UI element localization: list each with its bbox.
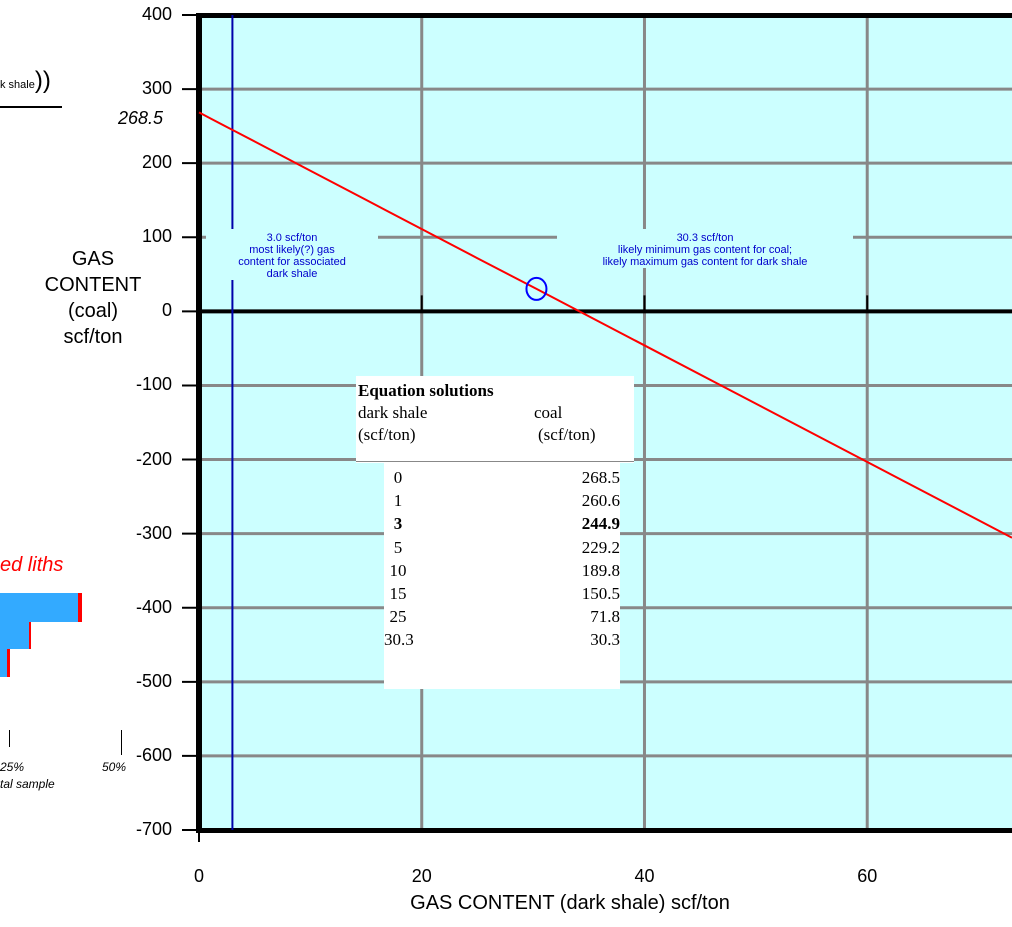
histogram-bar-3 [0,649,7,677]
y-tick-label: 200 [141,152,172,173]
x-tick-label: 20 [411,866,432,886]
histogram-bar-2 [0,622,29,649]
shale-value: 1 [393,491,403,511]
formula-underline [0,106,62,108]
histogram-bar-3-edge [7,649,10,677]
shale-value: 0 [393,468,403,487]
y-axis-title: GAS CONTENT (coal) scf/ton [18,246,168,350]
y-tick-label: -700 [135,819,172,839]
coal-value: 71.8 [590,607,620,627]
col1-header-line1: dark shale [358,403,428,422]
annotation-line: 30.3 scf/ton [676,232,734,244]
histogram-bar-2-edge [29,622,31,649]
tick-mark-25 [9,730,10,747]
coal-value: 189.8 [581,560,620,580]
shale-value: 10 [389,560,407,580]
y-axis-title-line: scf/ton [63,326,123,348]
pct-50-label: 50% [102,760,127,774]
annotation-30-3: 30.3 scf/ton likely minimum gas content … [557,229,853,268]
coal-value: 268.5 [581,468,620,487]
y-tick-label: -400 [135,596,172,617]
col2-header-line1: coal [534,403,563,422]
histogram-bar-1-edge [78,593,82,622]
x-tick-label: 60 [857,866,878,886]
x-tick-label: 0 [193,866,204,886]
plot-frame-top [196,13,1012,18]
annotation-line: likely maximum gas content for dark shal… [602,256,808,268]
x-tick-label: 40 [634,866,655,886]
annotation-line: content for associated [238,256,346,268]
annotation-line: 3.0 scf/ton [266,232,318,244]
coal-value: 244.9 [581,514,620,534]
formula-paren: )) [34,67,51,94]
intercept-label: 268.5 [118,108,164,128]
y-tick-label: -300 [135,522,172,543]
y-tick-label: 400 [141,4,172,24]
coal-value: 150.5 [581,584,620,603]
coal-value: 30.3 [590,630,620,650]
header-rule [356,461,634,462]
shale-value: 5 [393,537,403,557]
coal-value: 229.2 [581,537,620,557]
annotation-line: dark shale [266,268,318,280]
plot-frame-left [196,13,202,832]
shale-value: 3 [393,514,403,534]
plot-frame-bottom [196,828,1012,833]
formula-fragment: k shale [0,79,35,91]
y-tick-label: 300 [141,78,172,99]
pct-25-label: 25% [0,760,25,774]
y-axis-title-line: CONTENT [44,274,142,296]
y-tick-label: -600 [135,744,172,765]
coal-value: 260.6 [581,491,620,511]
col1-header-line2: (scf/ton) [358,425,416,444]
liths-label: ed liths [0,554,64,576]
equation-table-body: 0 268.5 1 260.6 3 244.9 5 229.2 10 189.8 15 150.5 25… [384,463,620,689]
sample-label: tal sample [0,777,55,791]
y-axis-title-line: GAS [71,248,115,270]
annotation-shale-3: 3.0 scf/ton most likely(?) gas content f… [206,229,378,280]
y-axis-title-line: (coal) [67,300,118,322]
shale-value: 25 [389,607,407,627]
series-line [198,111,1012,539]
y-tick-label: 100 [141,226,172,247]
equation-table-header: Equation solutions dark shale coal (scf/… [356,376,634,463]
y-tick-label: -100 [135,374,172,395]
y-tick-label: 0 [161,300,172,321]
annotation-line: likely minimum gas content for coal; [617,244,793,256]
col2-header-line2: (scf/ton) [538,425,596,444]
table-title: Equation solutions [358,381,494,400]
annotation-line: most likely(?) gas [249,244,335,256]
intersection-circle [525,276,548,301]
x-axis-title: GAS CONTENT (dark shale) scf/ton [410,892,730,914]
shale-value: 15 [389,584,407,603]
histogram-bar-1 [0,593,78,622]
shale-value: 30.3 [384,630,414,650]
tick-mark-50 [121,730,122,755]
y-tick-label: -500 [135,670,172,691]
y-tick-label: -200 [135,448,172,469]
